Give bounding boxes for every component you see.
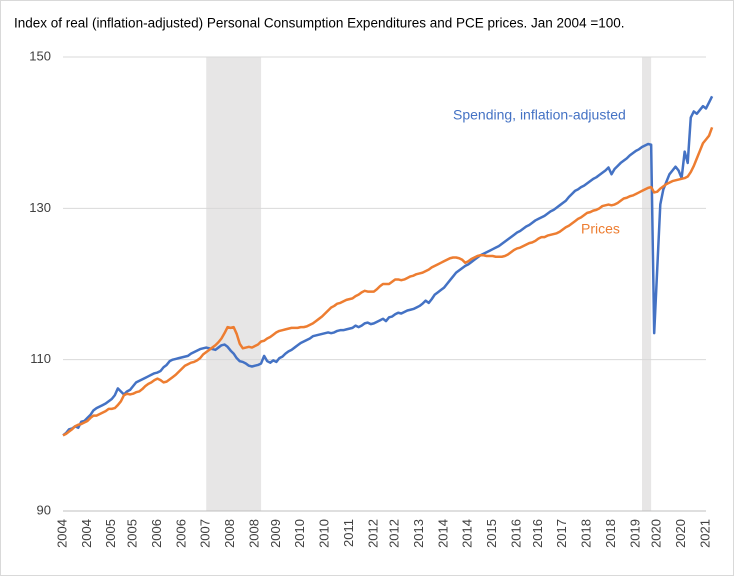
x-tick-label: 2017 xyxy=(554,519,569,548)
series-label: Spending, inflation-adjusted xyxy=(453,107,626,123)
x-tick-label: 2005 xyxy=(125,519,140,548)
y-tick-label: 90 xyxy=(37,502,51,517)
x-tick-label: 2010 xyxy=(292,519,307,548)
x-tick-label: 2008 xyxy=(246,519,261,548)
x-tick-label: 2011 xyxy=(341,519,356,547)
x-tick-label: 2020 xyxy=(649,519,664,548)
x-tick-label: 2005 xyxy=(103,519,118,548)
x-tick-label: 2019 xyxy=(627,519,642,548)
y-tick-label: 150 xyxy=(29,48,51,63)
x-tick-label: 2012 xyxy=(365,519,380,548)
x-tick-label: 2021 xyxy=(697,519,712,548)
x-tick-label: 2013 xyxy=(411,519,426,548)
y-tick-label: 110 xyxy=(30,351,51,366)
y-tick-label: 130 xyxy=(29,200,51,215)
x-tick-label: 2015 xyxy=(484,519,499,548)
series-line xyxy=(62,95,714,437)
series-line xyxy=(62,126,714,437)
x-tick-label: 2006 xyxy=(173,519,188,548)
x-tick-label: 2020 xyxy=(673,519,688,548)
x-tick-label: 2007 xyxy=(198,519,213,548)
x-tick-label: 2009 xyxy=(268,519,283,548)
x-tick-label: 2014 xyxy=(460,519,475,548)
recession-shade xyxy=(206,57,262,511)
recession-shade xyxy=(642,57,652,511)
x-tick-label: 2012 xyxy=(387,519,402,548)
series-label: Prices xyxy=(581,221,620,237)
x-tick-label: 2016 xyxy=(508,519,523,548)
x-tick-label: 2004 xyxy=(54,519,69,548)
x-tick-label: 2016 xyxy=(530,519,545,548)
x-tick-label: 2004 xyxy=(79,519,94,548)
x-tick-label: 2010 xyxy=(317,519,332,548)
chart-title: Index of real (inflation-adjusted) Perso… xyxy=(14,16,625,31)
x-tick-label: 2008 xyxy=(222,519,237,548)
x-tick-label: 2014 xyxy=(435,519,450,548)
x-tick-label: 2018 xyxy=(603,519,618,548)
x-tick-label: 2018 xyxy=(579,519,594,548)
x-tick-label: 2006 xyxy=(149,519,164,548)
